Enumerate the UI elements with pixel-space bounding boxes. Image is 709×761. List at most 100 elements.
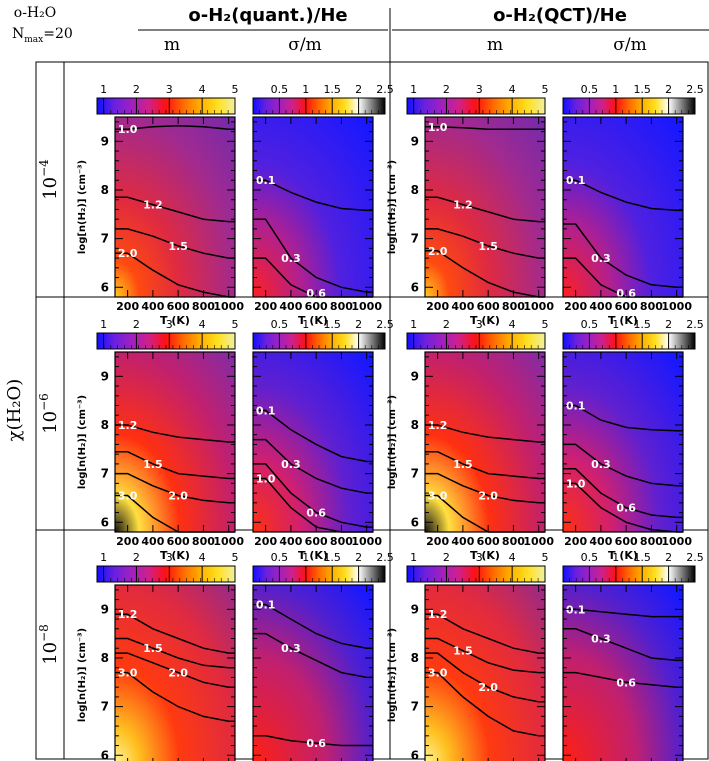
colorbar-tick-label: 2 [665,551,672,564]
contour-line [115,125,235,130]
contour-line [425,613,545,654]
y-tick-label: 6 [411,515,419,529]
colorbar-tick-label: 3 [166,318,173,331]
contour-label: 2.0 [168,490,188,503]
y-axis-label: log[n(H₂)] (cm⁻³) [77,160,88,254]
colorbar-tick-label: 2 [355,83,362,96]
contour-label: 0.3 [591,252,611,265]
colorbar-tick-label: 0.5 [581,83,599,96]
x-tick-label: 600 [167,535,190,548]
colorbar-tick-label: 2 [443,83,450,96]
x-axis-label: T (K) [160,549,190,562]
y-tick-label: 7 [101,467,109,481]
colorbar-tick-label: 2.5 [686,551,704,564]
contour-line [425,652,545,703]
x-axis-label: T (K) [608,549,638,562]
row-axis-label: χ(H₂O) [4,379,25,442]
colorbar-tick-label: 1.5 [323,83,341,96]
colorbar-tick-label: 1.5 [633,551,651,564]
contour-line [115,637,235,669]
plot-frame [114,116,236,298]
contour-label: 1.5 [143,642,163,655]
contour-line [253,179,373,212]
contour-label: 0.1 [256,404,276,417]
x-tick-label: 200 [116,535,139,548]
colorbar-tick-label: 2.5 [376,551,394,564]
x-axis-label: T (K) [298,314,328,327]
species-label: o-H₂O [14,5,56,21]
contour-line [253,438,373,494]
plot-frame [252,584,374,761]
contour-line [115,424,235,443]
x-tick-label: 1000 [523,535,554,548]
heatmap [253,117,373,297]
contour-label: 1.2 [118,608,138,621]
x-tick-label: 800 [640,535,663,548]
x-tick-label: 400 [451,535,474,548]
contour-line [425,671,545,737]
y-tick-label: 9 [101,602,109,616]
x-tick-label: 200 [564,300,587,313]
x-tick-label: 600 [305,535,328,548]
contour-line [115,671,235,722]
contour-label: 2.0 [168,667,188,680]
contour-line [563,671,683,688]
col-label-4: σ/m [613,35,646,55]
colorbar-tick-label: 2 [665,83,672,96]
plot-frame [424,351,546,533]
y-tick-label: 9 [411,134,419,148]
colorbar-tick-label: 4 [199,551,206,564]
x-tick-label: 400 [589,300,612,313]
x-tick-label: 1000 [661,300,692,313]
colorbar-tick-label: 3 [476,318,483,331]
x-tick-label: 800 [192,300,215,313]
plot-frame [562,351,684,533]
x-tick-label: 1000 [351,535,382,548]
contour-line [425,228,545,259]
contour-line [115,228,235,259]
x-tick-label: 400 [451,300,474,313]
contour-line [425,450,545,480]
col-label-1: m [164,35,180,55]
contour-line [115,450,235,480]
y-tick-label: 6 [101,748,109,761]
x-tick-label: 800 [502,535,525,548]
x-tick-label: 800 [192,535,215,548]
x-axis-label: T (K) [470,314,500,327]
heatmap [253,585,373,761]
y-tick-label: 6 [411,748,419,761]
colorbar-tick-label: 5 [232,318,239,331]
contour-line [115,652,235,688]
contour-line [563,443,683,487]
contour-label: 0.3 [591,633,611,646]
contour-label: 0.3 [591,458,611,471]
plot-frame [562,584,684,761]
y-tick-label: 7 [411,700,419,714]
contour-label: 0.1 [566,603,586,616]
colorbar-tick-label: 3 [166,551,173,564]
x-tick-label: 1000 [523,300,554,313]
contour-label: 1.2 [118,419,138,432]
x-axis-label: T (K) [608,314,638,327]
row-label-2: 10−6 [37,393,61,434]
colorbar-tick-label: 5 [232,83,239,96]
colorbar-tick-label: 2 [133,551,140,564]
colorbar-tick-label: 1.5 [633,83,651,96]
heatmap [425,117,545,297]
colorbar-tick-label: 1 [302,83,309,96]
heatmap [425,352,545,532]
colorbar-tick-label: 2 [133,318,140,331]
contour-line [425,125,545,130]
contour-label: 0.6 [616,502,636,515]
x-tick-label: 400 [279,300,302,313]
group-title-quant: o-H₂(quant.)/He [188,5,347,26]
plot-frame [252,116,374,298]
x-tick-label: 800 [640,300,663,313]
colorbar-tick-label: 2 [355,551,362,564]
x-axis-label: T (K) [298,549,328,562]
